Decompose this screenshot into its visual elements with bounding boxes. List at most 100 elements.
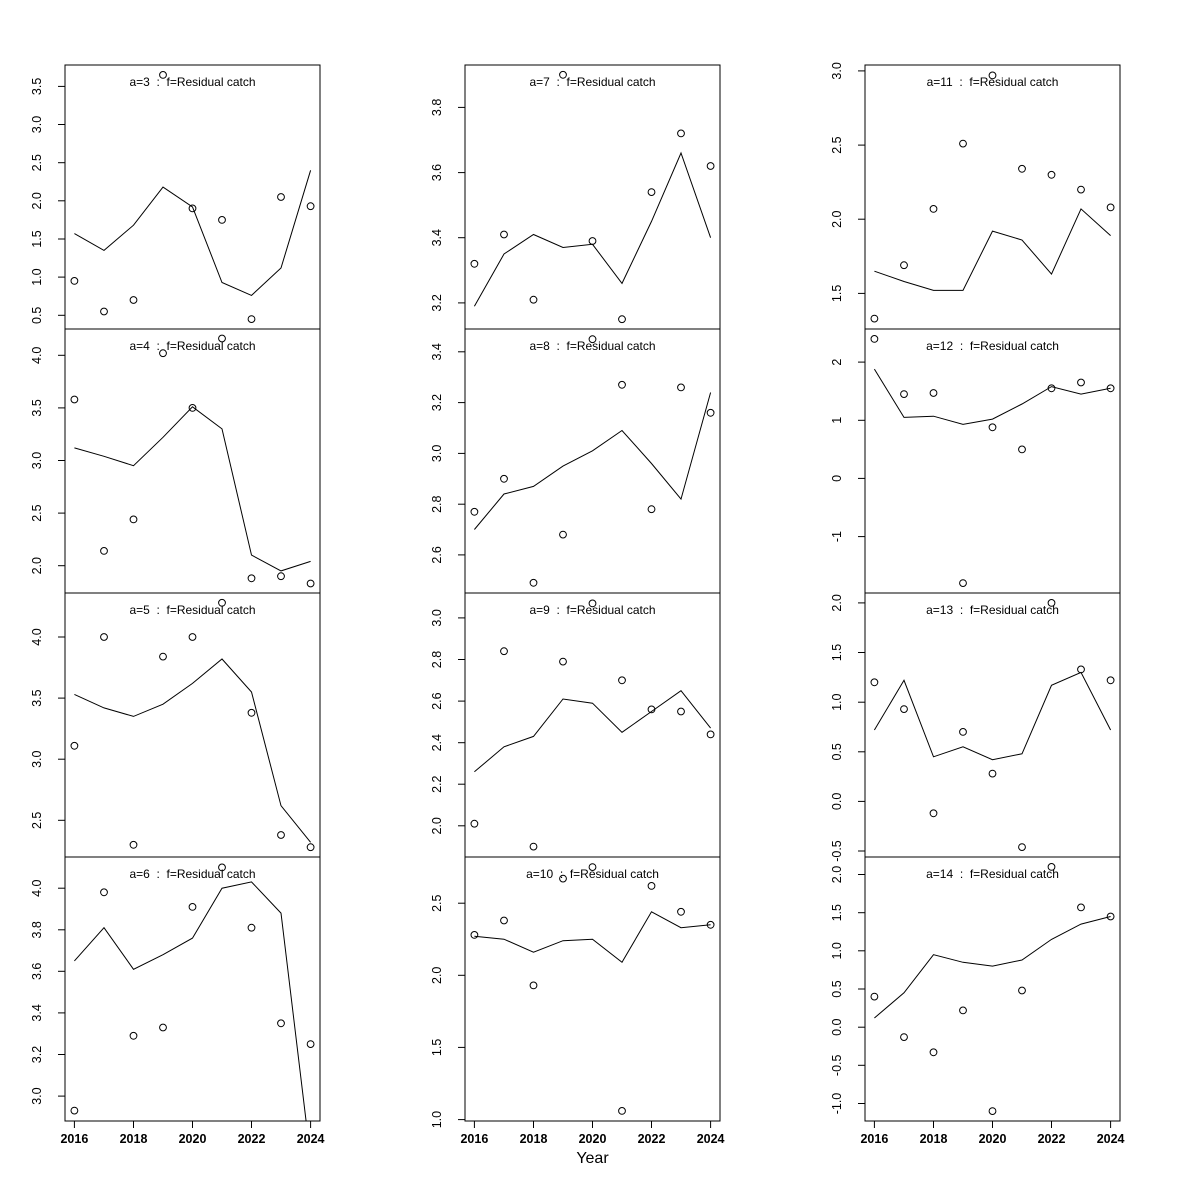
panel-a6: 3.0 3.2 3.4 3.6 3.8 4.0 2016 2018 2020 2022 2024 a=… [30,856,325,1146]
panel-border [864,64,1121,330]
panel-a12: -1 0 1 2 a=12 : f=Residual catch [830,328,1121,594]
data-point [159,70,167,79]
panel-title: a=13 : f=Residual catch [926,603,1059,617]
fit-line [474,392,712,530]
y-tick-label: 2.5 [30,812,44,829]
panel-a4: 2.0 2.5 3.0 3.5 4.0 a=4 : f=Residual catch [30,328,321,594]
observation-points [470,863,715,1115]
data-point [929,389,938,397]
data-point [706,920,715,929]
y-tick-label: 0.5 [830,743,844,760]
panel-title: a=11 : f=Residual catch [927,75,1059,89]
data-point [100,307,108,316]
y-tick-label: 2.5 [830,136,844,153]
data-point [988,769,997,778]
x-tick-label: 2024 [297,1132,325,1146]
data-point [677,707,685,716]
data-point [900,390,908,398]
data-point [1047,598,1056,607]
data-point [306,579,315,588]
data-point [677,383,685,392]
x-tick-label: 2018 [920,1132,948,1146]
data-point [618,676,626,685]
data-point [900,1033,908,1042]
data-point [618,1107,626,1115]
panel-border [864,592,1121,858]
fit-line [873,368,1111,425]
fit-line [74,881,307,1121]
y-tick-label: 3.0 [430,609,444,626]
data-point [647,705,656,714]
data-point [1106,384,1115,393]
y-tick-label: 2.8 [430,495,444,512]
y-tick-label: 3.5 [30,78,44,95]
y-tick-label: 3.6 [30,963,44,980]
y-tick-label: 1.5 [830,285,844,302]
panel-border [464,64,721,330]
data-point [306,843,315,852]
data-point [529,842,538,851]
data-point [247,315,256,324]
data-point [559,530,567,539]
data-point [500,474,508,483]
data-point [870,314,879,323]
fit-line [873,671,1112,761]
y-tick-label: 2.0 [830,210,844,227]
data-point [100,888,108,897]
data-point [988,1107,997,1116]
y-tick-label: 3.4 [430,343,444,360]
panel-border [64,328,321,594]
data-point [1077,903,1085,912]
y-tick-label: 4.0 [30,347,44,364]
observation-points [70,598,315,852]
data-point [129,296,138,304]
data-point [500,230,508,239]
observation-points [470,335,715,587]
data-point [929,1048,938,1057]
data-point [159,1023,167,1032]
panel-title: a=10 : f=Residual catch [526,867,659,881]
x-tick-label: 2024 [1097,1132,1125,1146]
data-point [277,831,285,839]
fit-line [474,690,711,773]
y-tick-label: 2.0 [830,866,844,883]
y-tick-label: 2.4 [430,734,444,751]
panel-border [864,328,1121,594]
data-point [988,423,997,432]
data-point [677,129,685,138]
y-tick-label: 0.5 [30,307,44,324]
y-tick-label: 1.0 [830,693,844,710]
y-tick-label: 3.0 [30,750,44,767]
data-point [500,647,508,656]
data-point [470,507,479,516]
y-tick-label: 2.0 [430,817,444,834]
data-point [1106,203,1115,212]
panel-border [464,856,721,1122]
x-tick-label: 2016 [460,1132,488,1146]
y-tick-label: 3.2 [430,294,444,311]
y-tick-label: 2.0 [30,192,44,209]
y-tick-label: 3.5 [30,399,44,416]
data-point [1018,986,1026,995]
data-point [529,981,538,990]
panel-a14: -1.0 -0.5 0.0 0.5 1.0 1.5 2.0 2016 2018 2020 2022 2… [830,856,1125,1146]
panel-border [64,592,321,858]
y-tick-label: -0.5 [830,1054,844,1076]
panel-border [864,856,1121,1122]
x-tick-label: 2024 [697,1132,725,1146]
data-point [1018,843,1026,852]
fit-line [874,208,1111,291]
y-tick-label: 2 [830,359,844,366]
panel-a5: 2.5 3.0 3.5 4.0 a=5 : f=Residual catch [30,592,321,858]
x-tick-label: 2022 [1038,1132,1066,1146]
y-tick-label: 2.0 [830,594,844,611]
data-point [706,408,715,417]
y-tick-label: 3.8 [430,99,444,116]
observation-points [870,862,1115,1116]
data-point [1047,170,1056,179]
x-tick-label: 2016 [860,1132,888,1146]
panel-title: a=3 : f=Residual catch [129,75,255,89]
data-point [159,349,167,358]
data-point [70,395,79,404]
observation-points [70,334,315,588]
